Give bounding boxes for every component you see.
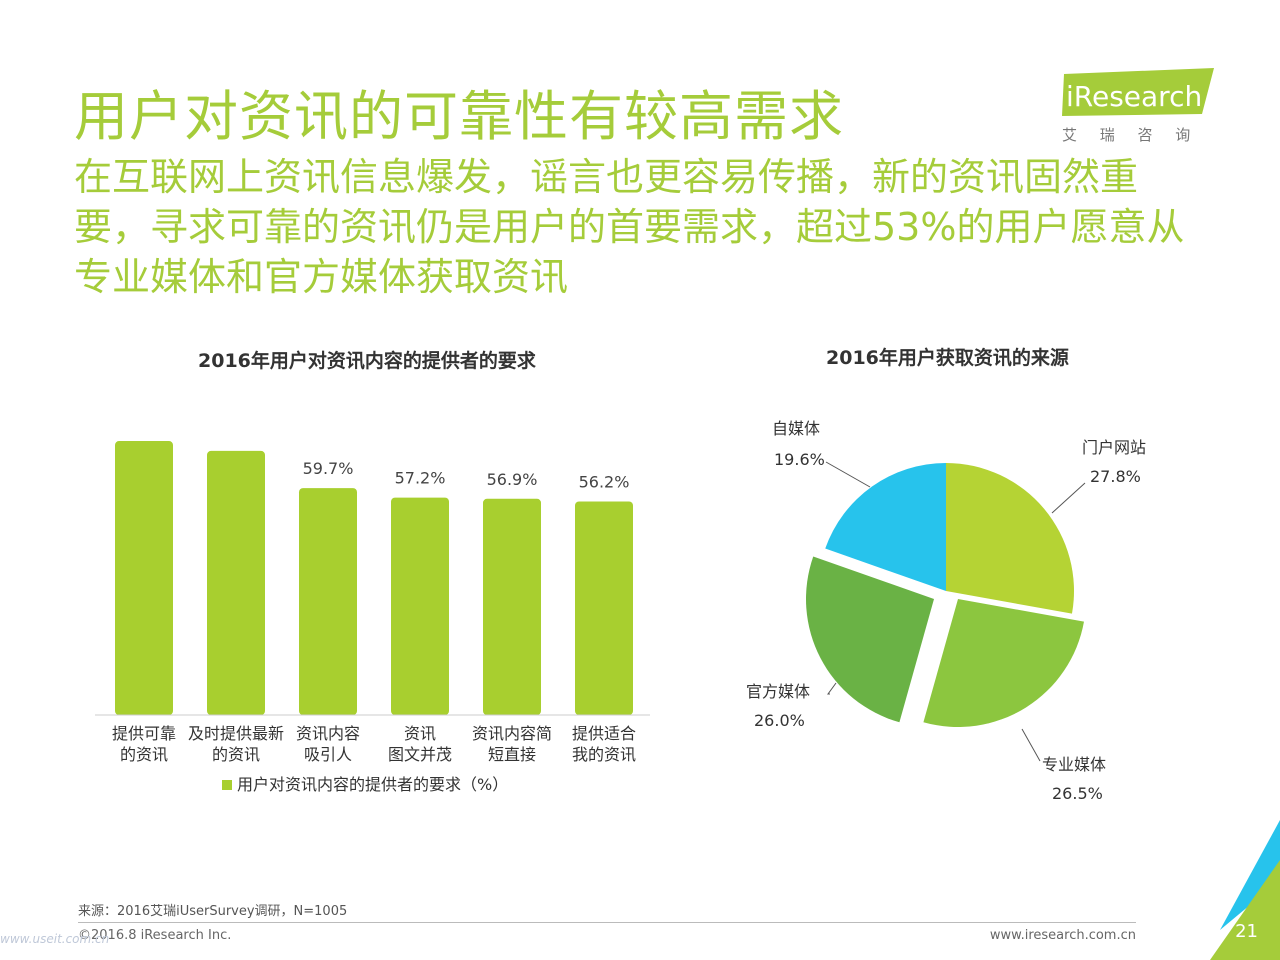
bar-value-label: 57.2% (395, 469, 446, 488)
bar-value-label: 56.9% (487, 470, 538, 489)
legend-swatch (222, 780, 232, 790)
pie-slice-value: 26.0% (754, 711, 805, 730)
footer-divider (78, 922, 1136, 923)
bar (575, 501, 633, 715)
bar-chart: 72.1%提供可靠的资讯69.5%及时提供最新的资讯59.7%资讯内容吸引人57… (95, 440, 650, 794)
pie-slice-value: 26.5% (1052, 784, 1103, 803)
footer-copyright: ©2016.8 iResearch Inc. (78, 928, 232, 943)
slide-subtitle: 在互联网上资讯信息爆发，谣言也更容易传播，新的资讯固然重要，寻求可靠的资讯仍是用… (74, 155, 1185, 299)
bar (391, 497, 449, 715)
footer-source: 来源：2016艾瑞iUserSurvey调研，N=1005 (78, 904, 348, 919)
pie-slice-name: 自媒体 (772, 419, 820, 438)
bar (207, 450, 265, 715)
bar-value-label: 69.5% (211, 440, 262, 441)
bar-category-label: 资讯 (404, 724, 436, 743)
bar (299, 488, 357, 715)
bar-value-label: 59.7% (303, 459, 354, 478)
bar-category-label: 的资讯 (212, 745, 260, 764)
bar-category-label: 及时提供最新 (188, 724, 284, 743)
bar-category-label: 提供适合 (572, 724, 636, 743)
bar-category-label: 的资讯 (120, 745, 168, 764)
bar-category-label: 图文并茂 (388, 745, 452, 764)
pie-leader-line (827, 682, 837, 695)
pie-slice-name: 专业媒体 (1042, 755, 1106, 774)
pie-leader-line (825, 461, 871, 488)
iresearch-logo: iResearch 艾 瑞 咨 询 (1062, 68, 1214, 144)
bar-chart-title: 2016年用户对资讯内容的提供者的要求 (198, 350, 536, 372)
bar-value-label: 56.2% (579, 472, 630, 491)
bar-category-label: 短直接 (488, 745, 536, 764)
corner-decoration (1210, 820, 1280, 960)
pie-slice-value: 27.8% (1090, 467, 1141, 486)
bar-category-label: 我的资讯 (572, 745, 636, 764)
watermark: www.useit.com.cn (0, 932, 110, 946)
slide-title: 用户对资讯的可靠性有较高需求 (74, 85, 844, 148)
bar (115, 441, 173, 715)
bar-category-label: 吸引人 (304, 745, 352, 764)
pie-slice-name: 门户网站 (1082, 438, 1146, 457)
footer-url[interactable]: www.iresearch.com.cn (989, 928, 1136, 943)
logo-cn-text: 艾 瑞 咨 询 (1062, 126, 1199, 144)
pie-leader-line (1051, 482, 1086, 514)
pie-slice (946, 463, 1074, 614)
page-number: 21 (1235, 921, 1258, 942)
bar-category-label: 资讯内容 (296, 724, 360, 743)
pie-slice (923, 599, 1084, 727)
pie-slice-name: 官方媒体 (746, 682, 810, 701)
pie-chart: 门户网站 27.8% 专业媒体 26.5% 官方媒体 26.0% 自媒体 19.6% (746, 419, 1146, 803)
legend-label: 用户对资讯内容的提供者的要求（%） (237, 775, 508, 794)
logo-text: iResearch (1066, 80, 1202, 113)
bar (483, 498, 541, 715)
pie-chart-title: 2016年用户获取资讯的来源 (826, 347, 1069, 369)
bar-category-label: 提供可靠 (112, 724, 176, 743)
bar-category-label: 资讯内容简 (472, 724, 552, 743)
pie-slice (806, 556, 934, 723)
pie-leader-line (1021, 728, 1041, 762)
pie-slice (825, 463, 946, 591)
pie-slice-value: 19.6% (774, 450, 825, 469)
